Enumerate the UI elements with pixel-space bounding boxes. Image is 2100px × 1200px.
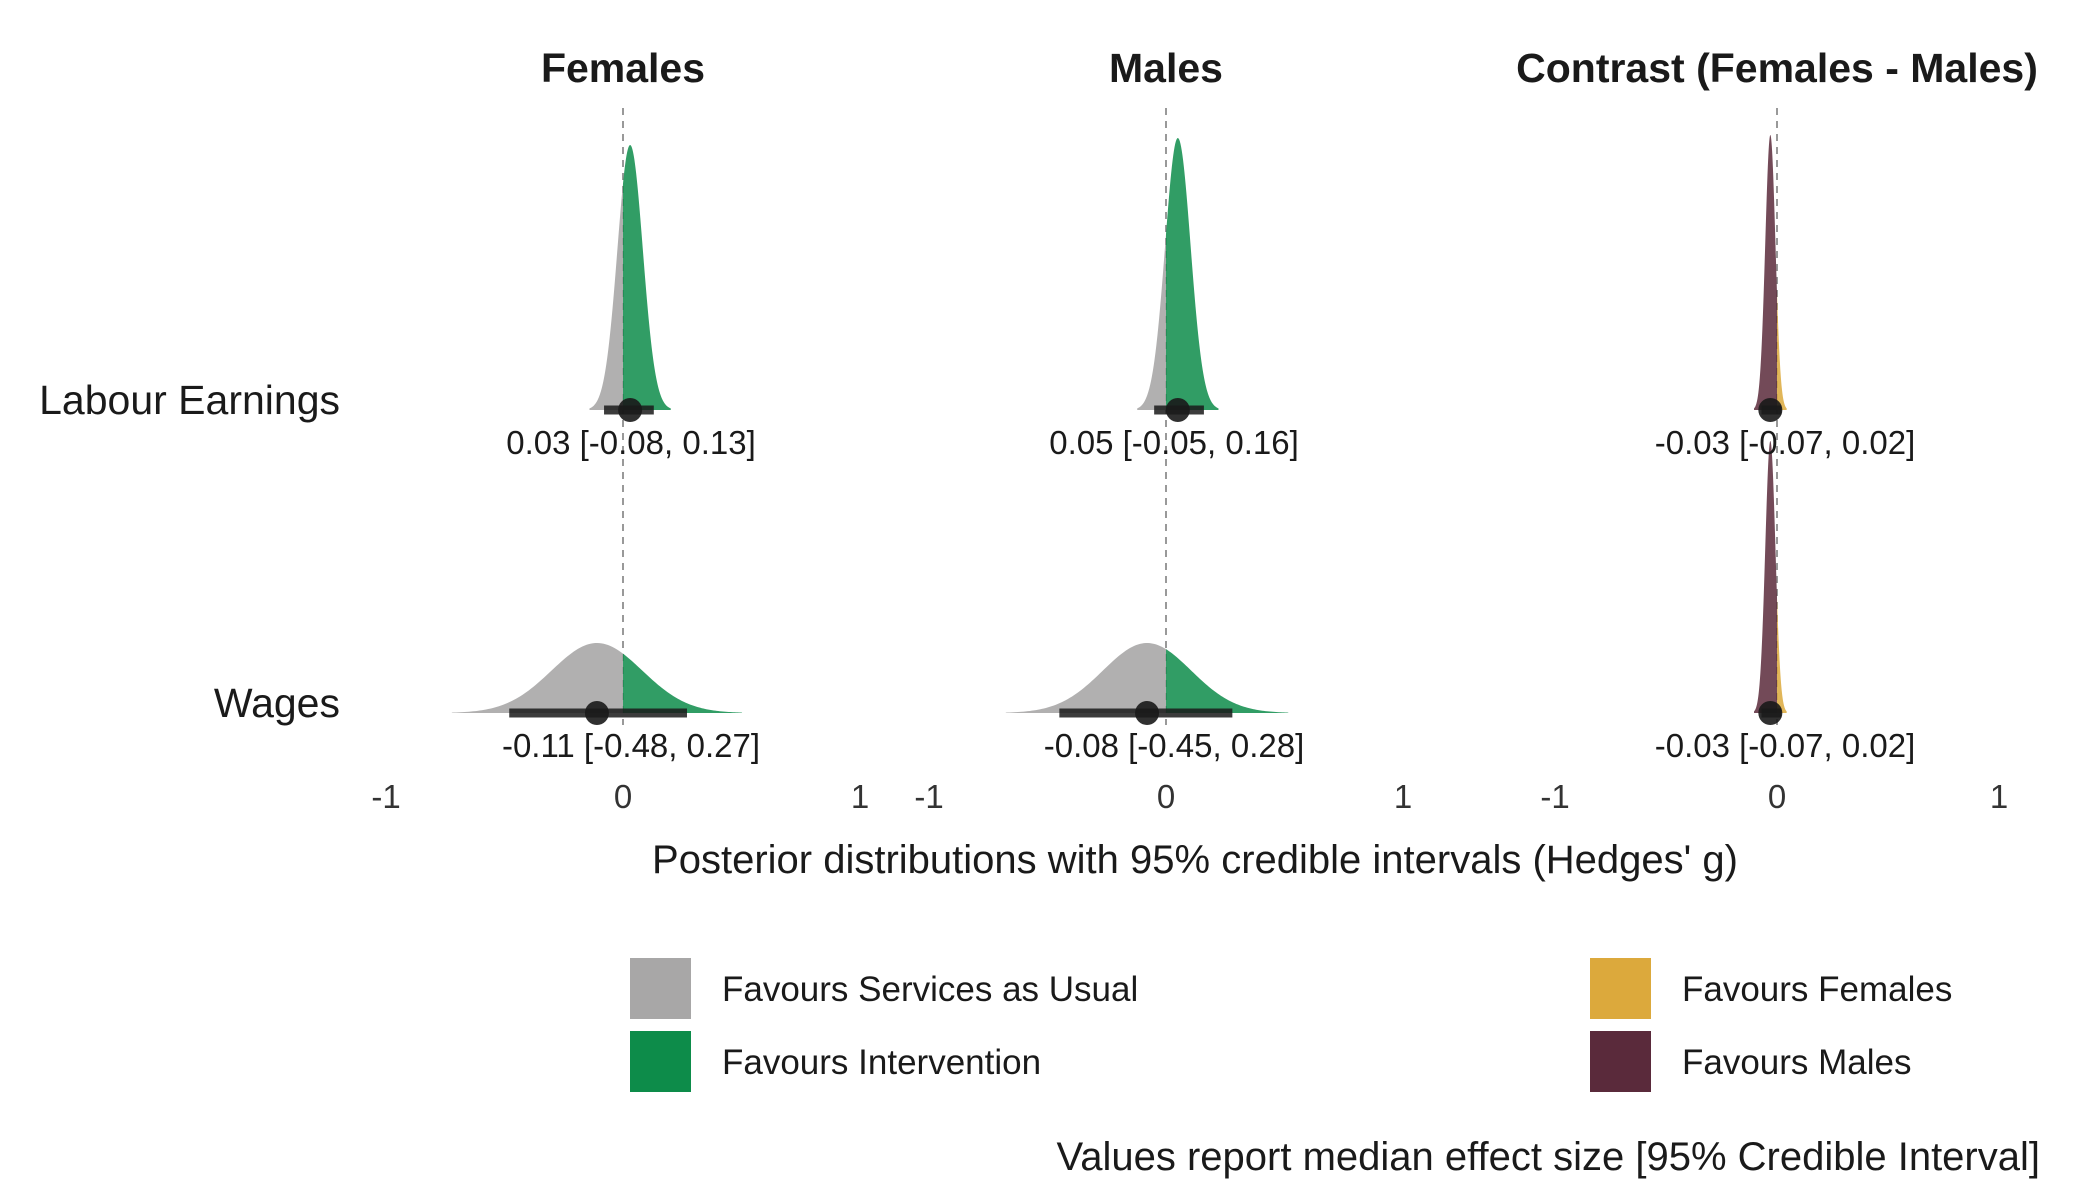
interval-label: -0.08 [-0.45, 0.28] (1044, 727, 1305, 764)
density-positive-area (1166, 649, 1289, 713)
interval-label: -0.03 [-0.07, 0.02] (1655, 727, 1916, 764)
interval-label: -0.11 [-0.48, 0.27] (502, 727, 760, 764)
density-negative-area (589, 183, 623, 410)
panels-layer (451, 108, 1787, 725)
legend-label: Favours Males (1682, 1043, 1912, 1082)
density-positive-area (1777, 292, 1787, 410)
legend-label: Favours Females (1682, 970, 1952, 1009)
caption: Values report median effect size [95% Cr… (1057, 1135, 2040, 1179)
interval-label: 0.05 [-0.05, 0.16] (1049, 424, 1299, 461)
median-point (1758, 701, 1783, 725)
legend-label: Favours Intervention (722, 1043, 1041, 1082)
row-label: Labour Earnings (39, 377, 340, 423)
x-tick-label: 0 (1768, 778, 1786, 815)
labels-layer: Females Males Contrast (Females - Males) La… (39, 45, 2038, 815)
density-positive-area (623, 145, 671, 410)
x-tick-label: -1 (914, 778, 943, 815)
median-point (1758, 398, 1783, 422)
x-axis-title: Posterior distributions with 95% credibl… (652, 838, 1738, 882)
legend-swatch (630, 1031, 691, 1092)
x-tick-label: -1 (1540, 778, 1569, 815)
legend-swatch (1590, 1031, 1651, 1092)
panel-title: Females (541, 45, 705, 91)
x-tick-label: 1 (1394, 778, 1412, 815)
interval-label: 0.03 [-0.08, 0.13] (506, 424, 756, 461)
legend-swatch (1590, 958, 1651, 1019)
density-positive-area (1166, 138, 1219, 410)
density-positive-area (623, 653, 743, 713)
x-tick-label: 1 (851, 778, 869, 815)
interval-label: -0.03 [-0.07, 0.02] (1655, 424, 1916, 461)
panel-title: Contrast (Females - Males) (1516, 45, 2038, 91)
density-positive-area (1777, 597, 1787, 713)
panel-title: Males (1109, 45, 1223, 91)
legend: Favours Services as Usual Favours Interve… (630, 958, 1952, 1092)
density-negative-area (1005, 643, 1166, 713)
median-point (1165, 398, 1190, 422)
x-tick-label: -1 (371, 778, 400, 815)
density-negative-area (1137, 234, 1166, 410)
density-negative-area (1754, 135, 1777, 410)
density-negative-area (1754, 441, 1777, 713)
median-point (1135, 701, 1160, 725)
x-tick-label: 0 (1157, 778, 1175, 815)
legend-label: Favours Services as Usual (722, 970, 1138, 1009)
row-label: Wages (214, 680, 340, 726)
density-negative-area (451, 643, 623, 713)
x-tick-label: 1 (1990, 778, 2008, 815)
median-point (584, 701, 609, 725)
x-tick-label: 0 (614, 778, 632, 815)
median-point (618, 398, 643, 422)
legend-swatch (630, 958, 691, 1019)
